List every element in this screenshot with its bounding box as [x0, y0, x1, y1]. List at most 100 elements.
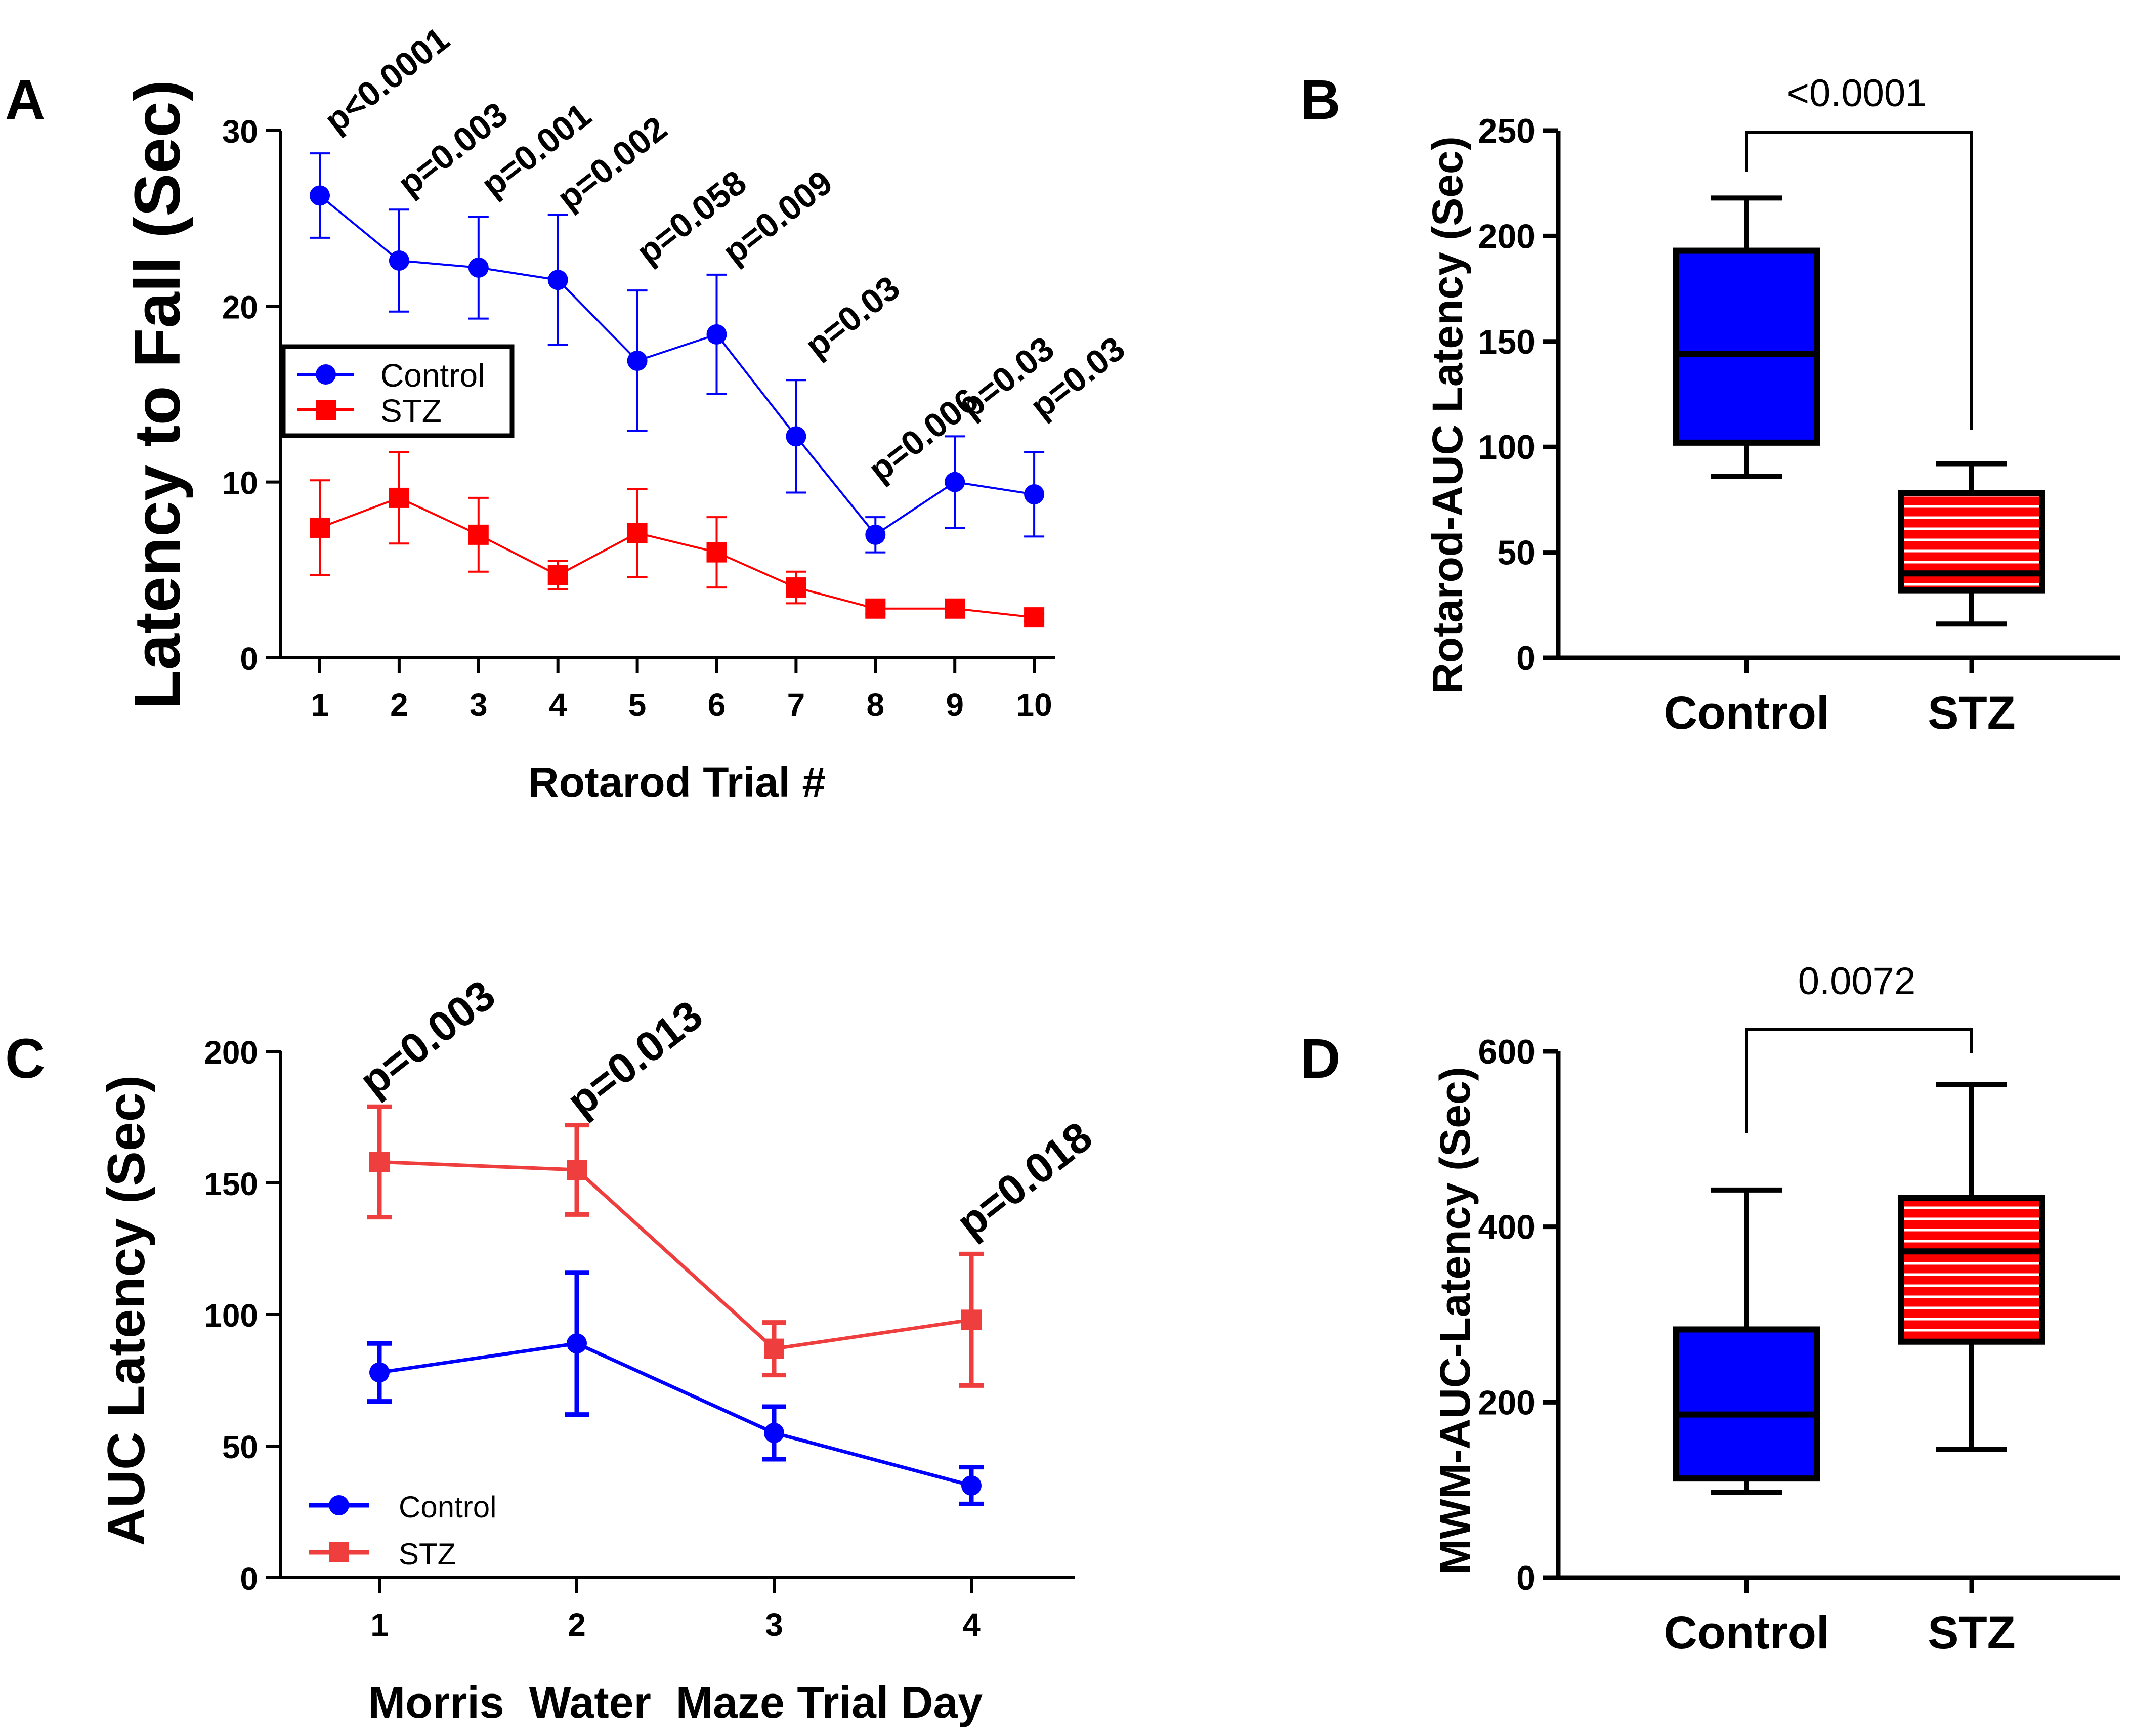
legend-stz-marker — [329, 1542, 349, 1562]
point-control — [547, 270, 568, 290]
x-tick-label: 3 — [470, 687, 488, 723]
panel-b-ylabel: Rotarod-AUC Latency (Sec) — [1424, 136, 1471, 693]
series-line-stz — [319, 496, 1035, 619]
x-tick-label: 7 — [787, 687, 805, 723]
panel-c-legend-control: Control — [399, 1490, 496, 1524]
point-control — [865, 524, 886, 545]
box-stz — [1898, 1195, 2045, 1345]
y-tick-label: 100 — [204, 1297, 258, 1334]
point-stz — [865, 598, 886, 619]
p-value-annotation: p=0.003 — [351, 971, 504, 1105]
significance-bracket — [1745, 1028, 1973, 1133]
point-control — [786, 426, 806, 447]
panel-d-ylabel: MWM-AUC-Latency (Sec) — [1431, 1067, 1479, 1574]
panel-b-significance: <0.0001 — [1787, 72, 1927, 115]
point-control — [706, 324, 727, 345]
point-stz — [627, 523, 648, 543]
panel-c-legend: Control STZ — [309, 1490, 496, 1571]
point-control — [567, 1333, 587, 1354]
box-control — [1673, 247, 1820, 446]
p-value-annotation: p=0.018 — [948, 1113, 1101, 1247]
point-control — [310, 185, 330, 206]
point-control — [389, 250, 409, 271]
y-tick-label: 250 — [1478, 112, 1536, 150]
y-tick-label: 0 — [240, 641, 258, 677]
point-control — [468, 257, 489, 278]
x-tick-label: 6 — [708, 687, 726, 723]
panel-b-box-plot: Rotarod-AUC Latency (Sec) <0.0001 0 50 100… — [1424, 72, 2120, 739]
point-stz — [567, 1160, 587, 1180]
point-stz — [369, 1152, 390, 1172]
panel-c-xlabel: Morris Water Maze Trial Day — [368, 1677, 983, 1727]
y-tick-label: 30 — [222, 113, 258, 150]
y-tick-label: 50 — [1497, 534, 1536, 572]
panel-c-ylabel: AUC Latency (Sec) — [97, 1075, 156, 1546]
y-tick-label: 150 — [1478, 323, 1536, 361]
y-tick-label: 10 — [222, 465, 258, 501]
p-value-annotation: p<0.0001 — [317, 20, 456, 140]
x-tick-label: 3 — [765, 1606, 783, 1643]
panel-a-ylabel: Latency to Fall (Sec) — [121, 80, 194, 710]
significance-bracket — [1745, 131, 1973, 430]
y-tick-label: 0 — [1516, 639, 1536, 678]
panel-a-xlabel: Rotarod Trial # — [528, 758, 826, 806]
panel-d-box-plot: MWM-AUC-Latency (Sec) 0.0072 0 200 400 600 C… — [1431, 960, 2120, 1659]
x-tick-label: Control — [1664, 1607, 1829, 1659]
x-tick-label: 4 — [962, 1606, 981, 1643]
x-tick-label: 10 — [1016, 687, 1052, 723]
y-tick-label: 50 — [222, 1429, 258, 1465]
point-control — [1024, 484, 1045, 504]
panel-letter-a: A — [5, 69, 45, 131]
point-stz — [945, 598, 965, 619]
point-control — [961, 1475, 982, 1496]
panel-c-legend-stz: STZ — [399, 1537, 456, 1571]
y-tick-label: 200 — [1478, 217, 1536, 256]
y-tick-label: 0 — [1516, 1559, 1536, 1597]
x-tick-label: STZ — [1928, 1607, 2016, 1659]
x-tick-label: 4 — [549, 687, 567, 723]
point-control — [764, 1423, 784, 1443]
panel-letter-b: B — [1300, 69, 1340, 131]
legend-stz-marker — [316, 400, 336, 420]
panel-a-legend-control: Control — [380, 357, 485, 394]
y-tick-label: 100 — [1478, 428, 1536, 467]
y-tick-label: 400 — [1478, 1208, 1536, 1247]
x-tick-label: 9 — [946, 687, 964, 723]
p-value-annotation: p=0.03 — [798, 268, 907, 365]
point-stz — [468, 524, 489, 545]
p-value-annotation: p=0.013 — [558, 991, 711, 1125]
x-tick-label: 1 — [370, 1606, 389, 1643]
point-stz — [961, 1309, 982, 1330]
x-tick-label: 1 — [311, 687, 329, 723]
y-tick-label: 20 — [222, 289, 258, 325]
box-control — [1673, 1326, 1820, 1482]
point-control — [627, 351, 648, 371]
panel-a-legend-stz: STZ — [380, 393, 442, 429]
x-tick-label: STZ — [1928, 687, 2016, 739]
series-line-control — [319, 194, 1035, 536]
x-tick-label: 8 — [867, 687, 885, 723]
point-control — [369, 1362, 390, 1383]
panel-letter-d: D — [1300, 1028, 1340, 1090]
y-tick-label: 200 — [1478, 1383, 1536, 1422]
point-stz — [1024, 607, 1045, 628]
x-tick-label: 5 — [628, 687, 647, 723]
panel-d-significance: 0.0072 — [1798, 960, 1915, 1003]
y-tick-label: 600 — [1478, 1033, 1536, 1071]
panel-c-line-chart: AUC Latency (Sec) Morris Water Maze Tria… — [97, 971, 1101, 1727]
series-line-stz — [379, 1160, 972, 1351]
x-tick-label: Control — [1664, 687, 1829, 739]
point-stz — [706, 542, 727, 563]
point-control — [945, 472, 965, 492]
point-stz — [786, 577, 806, 598]
x-tick-label: 2 — [568, 1606, 586, 1643]
y-tick-label: 200 — [204, 1034, 258, 1071]
point-stz — [389, 487, 409, 508]
y-tick-label: 0 — [240, 1560, 258, 1597]
point-stz — [310, 517, 330, 538]
y-tick-label: 150 — [204, 1166, 258, 1202]
point-stz — [547, 565, 568, 585]
legend-control-marker — [316, 364, 336, 385]
series-line-control — [379, 1341, 972, 1488]
point-stz — [764, 1338, 784, 1359]
